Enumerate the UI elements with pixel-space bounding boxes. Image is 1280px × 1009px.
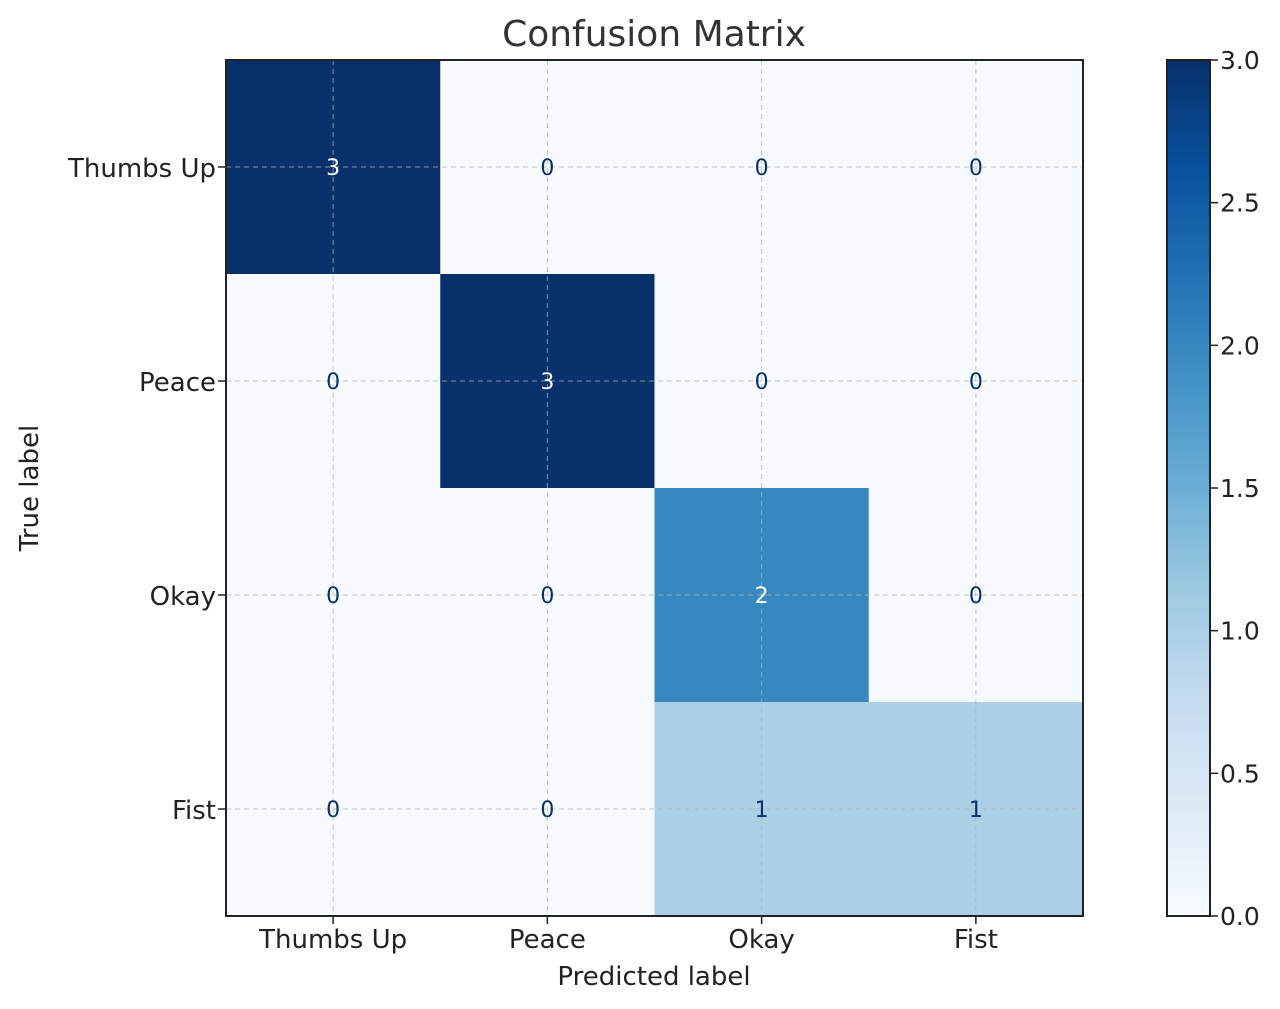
cell-value-label: 1 bbox=[755, 798, 769, 823]
colorbar-tick-label: 3.0 bbox=[1220, 46, 1260, 75]
cell-value-label: 3 bbox=[540, 370, 554, 395]
cell-value-label: 3 bbox=[326, 156, 340, 181]
cell-value-label: 0 bbox=[755, 156, 769, 181]
heatmap-cell bbox=[440, 60, 655, 275]
cell-value-label: 0 bbox=[326, 798, 340, 823]
colorbar-tick-label: 2.0 bbox=[1220, 331, 1260, 360]
colorbar-tick-label: 0.5 bbox=[1220, 759, 1260, 788]
x-axis-label: Predicted label bbox=[557, 962, 750, 992]
cell-value-label: 0 bbox=[326, 584, 340, 609]
cell-value-label: 0 bbox=[326, 370, 340, 395]
colorbar-ticks: 0.0 0.5 1.0 1.5 2.0 2.5 3.0 bbox=[1210, 46, 1260, 931]
cell-value-label: 0 bbox=[540, 584, 554, 609]
y-tick-label: Peace bbox=[139, 368, 216, 398]
y-axis-ticks: Thumbs Up Peace Okay Fist bbox=[67, 154, 226, 826]
x-tick-label: Peace bbox=[509, 925, 586, 955]
grid-lines bbox=[226, 60, 1083, 916]
y-tick-label: Thumbs Up bbox=[67, 154, 216, 184]
y-tick-label: Fist bbox=[172, 796, 216, 826]
cell-value-label: 2 bbox=[755, 584, 769, 609]
cell-value-labels: 3 0 0 0 0 3 0 0 0 0 2 0 0 0 1 1 bbox=[326, 156, 983, 823]
colorbar-tick-label: 2.5 bbox=[1220, 189, 1260, 218]
heatmap-cell bbox=[226, 274, 441, 489]
plot-frame bbox=[225, 59, 1084, 917]
colorbar bbox=[1166, 59, 1211, 917]
heatmap-cell bbox=[440, 274, 655, 489]
x-tick-label: Okay bbox=[728, 925, 794, 955]
cell-value-label: 0 bbox=[969, 370, 983, 395]
cell-value-label: 0 bbox=[540, 798, 554, 823]
colorbar-tick-label: 1.0 bbox=[1220, 617, 1260, 646]
x-tick-label: Fist bbox=[954, 925, 998, 955]
x-axis-ticks: Thumbs Up Peace Okay Fist bbox=[258, 916, 998, 955]
colorbar-tick-label: 1.5 bbox=[1220, 474, 1260, 503]
cell-value-label: 0 bbox=[755, 370, 769, 395]
chart-title: Confusion Matrix bbox=[502, 14, 806, 55]
y-tick-label: Okay bbox=[150, 582, 216, 612]
y-axis-label: True label bbox=[15, 425, 45, 552]
x-tick-label: Thumbs Up bbox=[258, 925, 407, 955]
cell-value-label: 0 bbox=[540, 156, 554, 181]
heatmap-cells bbox=[226, 60, 1084, 917]
heatmap-cell bbox=[226, 60, 441, 275]
cell-value-label: 0 bbox=[969, 156, 983, 181]
colorbar-tick-label: 0.0 bbox=[1220, 902, 1260, 931]
cell-value-label: 0 bbox=[969, 584, 983, 609]
cell-value-label: 1 bbox=[969, 798, 983, 823]
